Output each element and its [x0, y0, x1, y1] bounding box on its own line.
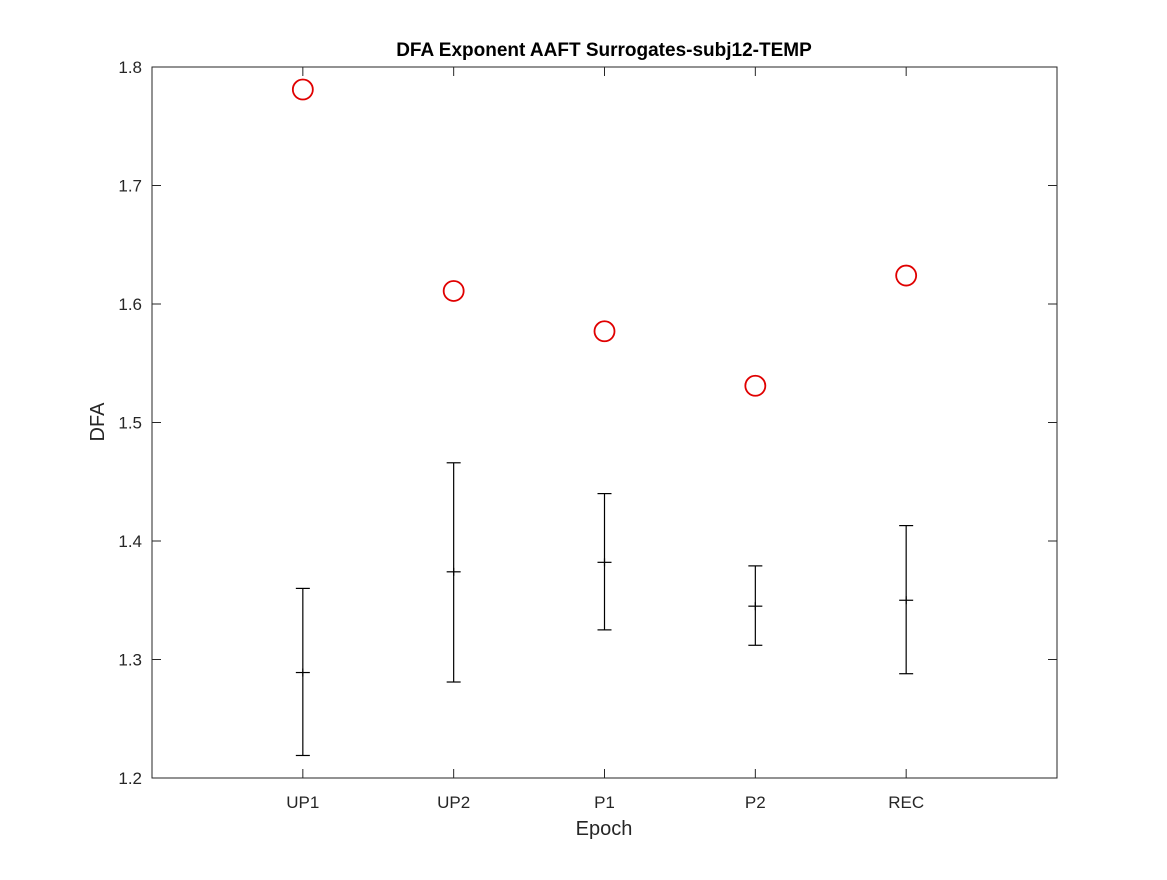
y-tick-label: 1.8	[118, 58, 142, 77]
x-axis-label: Epoch	[576, 818, 633, 840]
chart-title: DFA Exponent AAFT Surrogates-subj12-TEMP	[396, 40, 812, 61]
y-tick-labels: 1.2 1.3 1.4 1.5 1.6 1.7 1.8	[118, 58, 142, 788]
axis-ticks	[152, 66, 1057, 779]
data-point-circle	[744, 374, 767, 397]
y-tick-label: 1.4	[118, 532, 142, 551]
errorbar	[446, 462, 461, 683]
x-tick-label: UP1	[286, 793, 319, 812]
y-tick-label: 1.3	[118, 651, 142, 670]
circle-series	[291, 78, 918, 397]
y-tick-label: 1.2	[118, 769, 142, 788]
x-tick-label: UP2	[437, 793, 470, 812]
x-tick-labels: UP1 UP2 P1 P2 REC	[286, 793, 924, 812]
errorbar	[597, 493, 612, 631]
y-tick-label: 1.7	[118, 177, 142, 196]
errorbar	[748, 565, 763, 646]
x-tick-label: P2	[745, 793, 766, 812]
y-axis-label: DFA	[87, 402, 109, 442]
data-point-circle	[442, 280, 465, 302]
errorbar-series	[295, 462, 914, 757]
data-point-circle	[593, 320, 616, 343]
y-tick-label: 1.5	[118, 414, 142, 433]
data-point-circle	[291, 78, 314, 101]
x-tick-label: P1	[594, 793, 615, 812]
data-point-circle	[895, 264, 918, 287]
plot-frame	[151, 66, 1058, 779]
errorbar	[899, 524, 914, 675]
y-tick-label: 1.6	[118, 295, 142, 314]
errorbar	[295, 587, 310, 757]
x-tick-label: REC	[888, 793, 924, 812]
